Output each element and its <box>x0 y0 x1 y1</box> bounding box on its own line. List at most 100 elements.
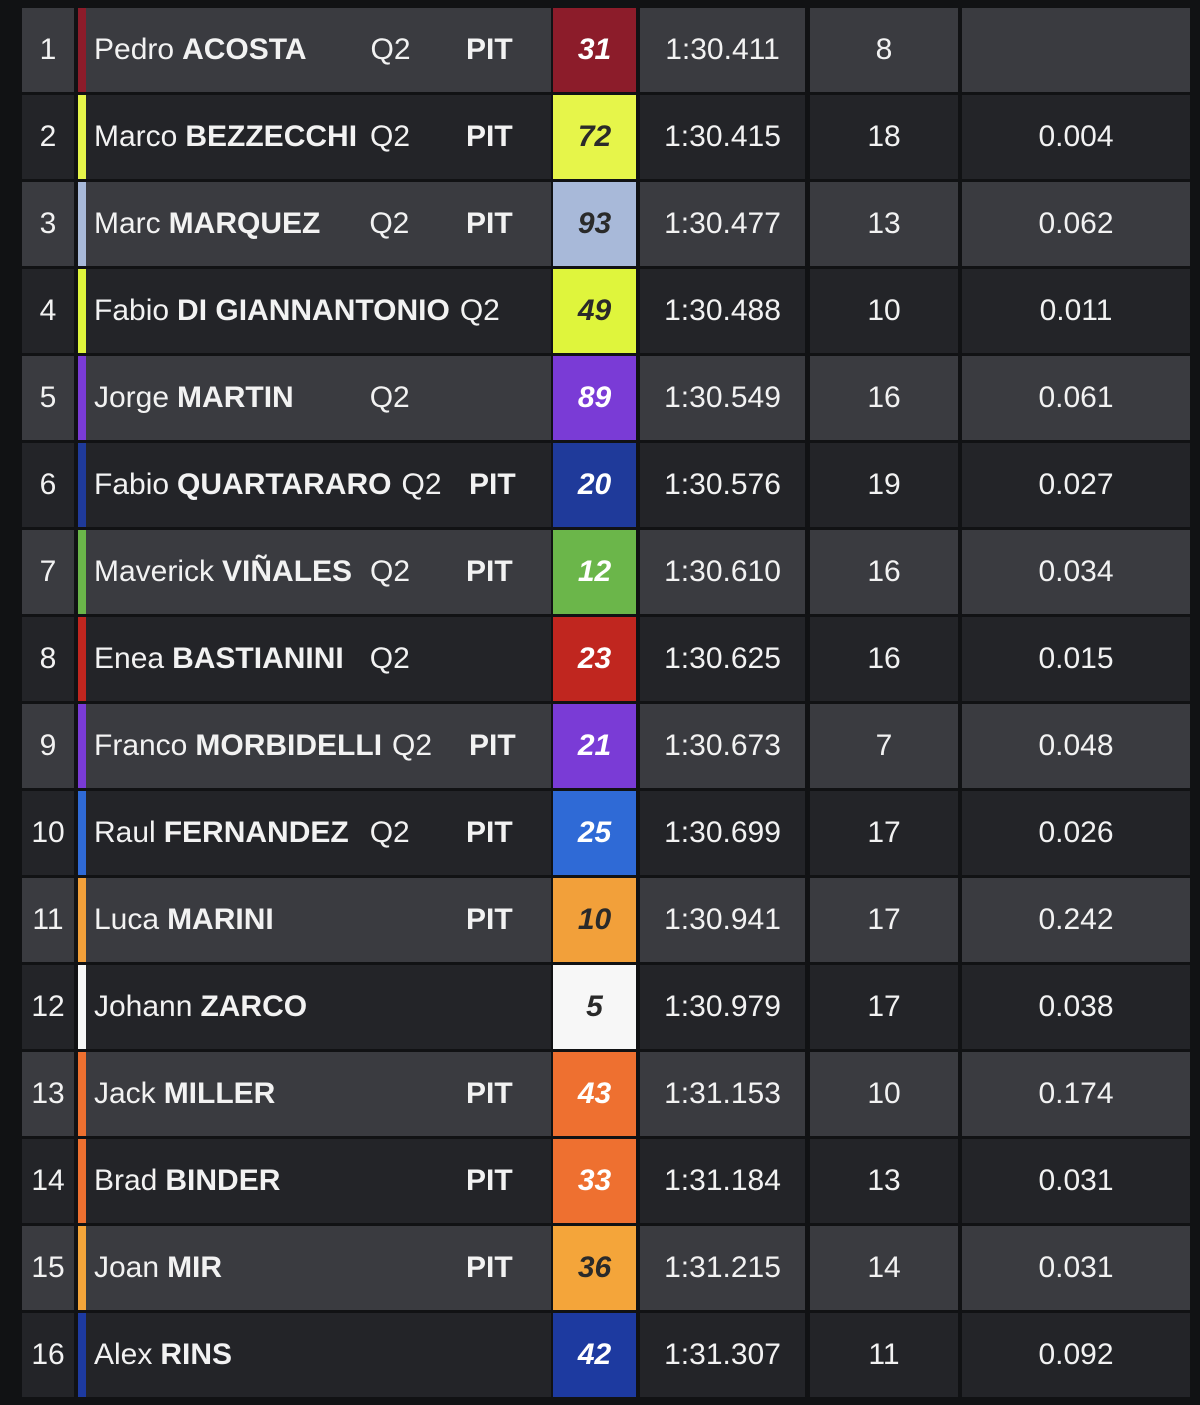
team-stripe <box>78 8 86 92</box>
gap <box>962 8 1190 92</box>
session: Q2 <box>401 468 442 501</box>
position: 11 <box>22 878 74 962</box>
first-name: Joan <box>94 1251 160 1284</box>
first-name: Marc <box>94 207 161 240</box>
session: Q2 <box>369 381 410 414</box>
laps: 7 <box>810 704 958 788</box>
name-cell <box>78 1313 551 1397</box>
row: 10 Raul FERNANDEZ Q2 PIT 25 1:30.699 17 0.026 <box>22 791 1200 875</box>
name-cell <box>78 1226 551 1310</box>
rider-number: 33 <box>553 1139 636 1223</box>
gap: 0.062 <box>962 182 1190 266</box>
row: 11 Luca MARINI PIT 10 1:30.941 17 0.242 <box>22 878 1200 962</box>
rider-number: 31 <box>553 8 636 92</box>
team-stripe <box>78 1313 86 1397</box>
session: Q2 <box>370 120 411 153</box>
gap: 0.031 <box>962 1139 1190 1223</box>
name-cell <box>78 95 551 179</box>
rider-number: 10 <box>553 878 636 962</box>
last-name: MARQUEZ <box>168 207 321 240</box>
rider-name: Joan MIR <box>94 1226 222 1310</box>
pit-flag: PIT <box>466 207 513 240</box>
laps: 11 <box>810 1313 958 1397</box>
last-name: MARTIN <box>177 381 294 414</box>
row: 6 Fabio QUARTARARO Q2 PIT 20 1:30.576 19 0.027 <box>22 443 1200 527</box>
lap-time: 1:30.576 <box>640 443 805 527</box>
position: 10 <box>22 791 74 875</box>
row: 9 Franco MORBIDELLI Q2 PIT 21 1:30.673 7 0.048 <box>22 704 1200 788</box>
first-name: Johann <box>94 990 193 1023</box>
rider-name: Jack MILLER <box>94 1052 275 1136</box>
first-name: Franco <box>94 729 188 762</box>
rider-name: Johann ZARCO <box>94 965 307 1049</box>
row: 12 Johann ZARCO 5 1:30.979 17 0.038 <box>22 965 1200 1049</box>
last-name: ZARCO <box>200 990 308 1023</box>
lap-time: 1:30.673 <box>640 704 805 788</box>
pit-flag: PIT <box>469 468 516 501</box>
gap: 0.038 <box>962 965 1190 1049</box>
position: 1 <box>22 8 74 92</box>
row: 2 Marco BEZZECCHI Q2 PIT 72 1:30.415 18 0.004 <box>22 95 1200 179</box>
gap: 0.031 <box>962 1226 1190 1310</box>
laps: 13 <box>810 1139 958 1223</box>
name-cell <box>78 1052 551 1136</box>
gap: 0.004 <box>962 95 1190 179</box>
first-name: Jack <box>94 1077 156 1110</box>
last-name: QUARTARARO <box>177 468 392 501</box>
row: 1 Pedro ACOSTA Q2 PIT 31 1:30.411 8 <box>22 8 1200 92</box>
gap: 0.027 <box>962 443 1190 527</box>
pit-flag: PIT <box>466 33 513 66</box>
lap-time: 1:30.549 <box>640 356 805 440</box>
position: 14 <box>22 1139 74 1223</box>
team-stripe <box>78 1226 86 1310</box>
pit-flag: PIT <box>466 1251 513 1284</box>
rider-name: Marco BEZZECCHI Q2 <box>94 95 410 179</box>
session: Q2 <box>459 294 500 327</box>
first-name: Fabio <box>94 294 170 327</box>
team-stripe <box>78 878 86 962</box>
team-stripe <box>78 1052 86 1136</box>
rider-name: Marc MARQUEZ Q2 <box>94 182 409 266</box>
position: 12 <box>22 965 74 1049</box>
position: 5 <box>22 356 74 440</box>
laps: 16 <box>810 617 958 701</box>
gap: 0.034 <box>962 530 1190 614</box>
position: 6 <box>22 443 74 527</box>
pit-flag: PIT <box>466 1077 513 1110</box>
lap-time: 1:31.153 <box>640 1052 805 1136</box>
gap: 0.026 <box>962 791 1190 875</box>
first-name: Brad <box>94 1164 158 1197</box>
last-name: VIÑALES <box>222 555 353 588</box>
name-cell <box>78 1139 551 1223</box>
first-name: Raul <box>94 816 156 849</box>
position: 2 <box>22 95 74 179</box>
team-stripe <box>78 443 86 527</box>
rider-number: 25 <box>553 791 636 875</box>
last-name: FERNANDEZ <box>163 816 349 849</box>
first-name: Marco <box>94 120 178 153</box>
last-name: DI GIANNANTONIO <box>177 294 450 327</box>
laps: 16 <box>810 356 958 440</box>
first-name: Luca <box>94 903 160 936</box>
first-name: Jorge <box>94 381 170 414</box>
name-cell <box>78 443 551 527</box>
last-name: BASTIANINI <box>172 642 344 675</box>
lap-time: 1:30.625 <box>640 617 805 701</box>
row: 13 Jack MILLER PIT 43 1:31.153 10 0.174 <box>22 1052 1200 1136</box>
last-name: RINS <box>160 1338 233 1371</box>
row: 8 Enea BASTIANINI Q2 23 1:30.625 16 0.015 <box>22 617 1200 701</box>
gap: 0.242 <box>962 878 1190 962</box>
rider-number: 43 <box>553 1052 636 1136</box>
position: 8 <box>22 617 74 701</box>
lap-time: 1:31.307 <box>640 1313 805 1397</box>
pit-flag: PIT <box>466 816 513 849</box>
position: 9 <box>22 704 74 788</box>
rider-number: 36 <box>553 1226 636 1310</box>
last-name: MIR <box>167 1251 223 1284</box>
rider-name: Maverick VIÑALES Q2 <box>94 530 410 614</box>
rider-number: 20 <box>553 443 636 527</box>
session: Q2 <box>369 207 410 240</box>
team-stripe <box>78 965 86 1049</box>
rider-name: Raul FERNANDEZ Q2 <box>94 791 410 875</box>
